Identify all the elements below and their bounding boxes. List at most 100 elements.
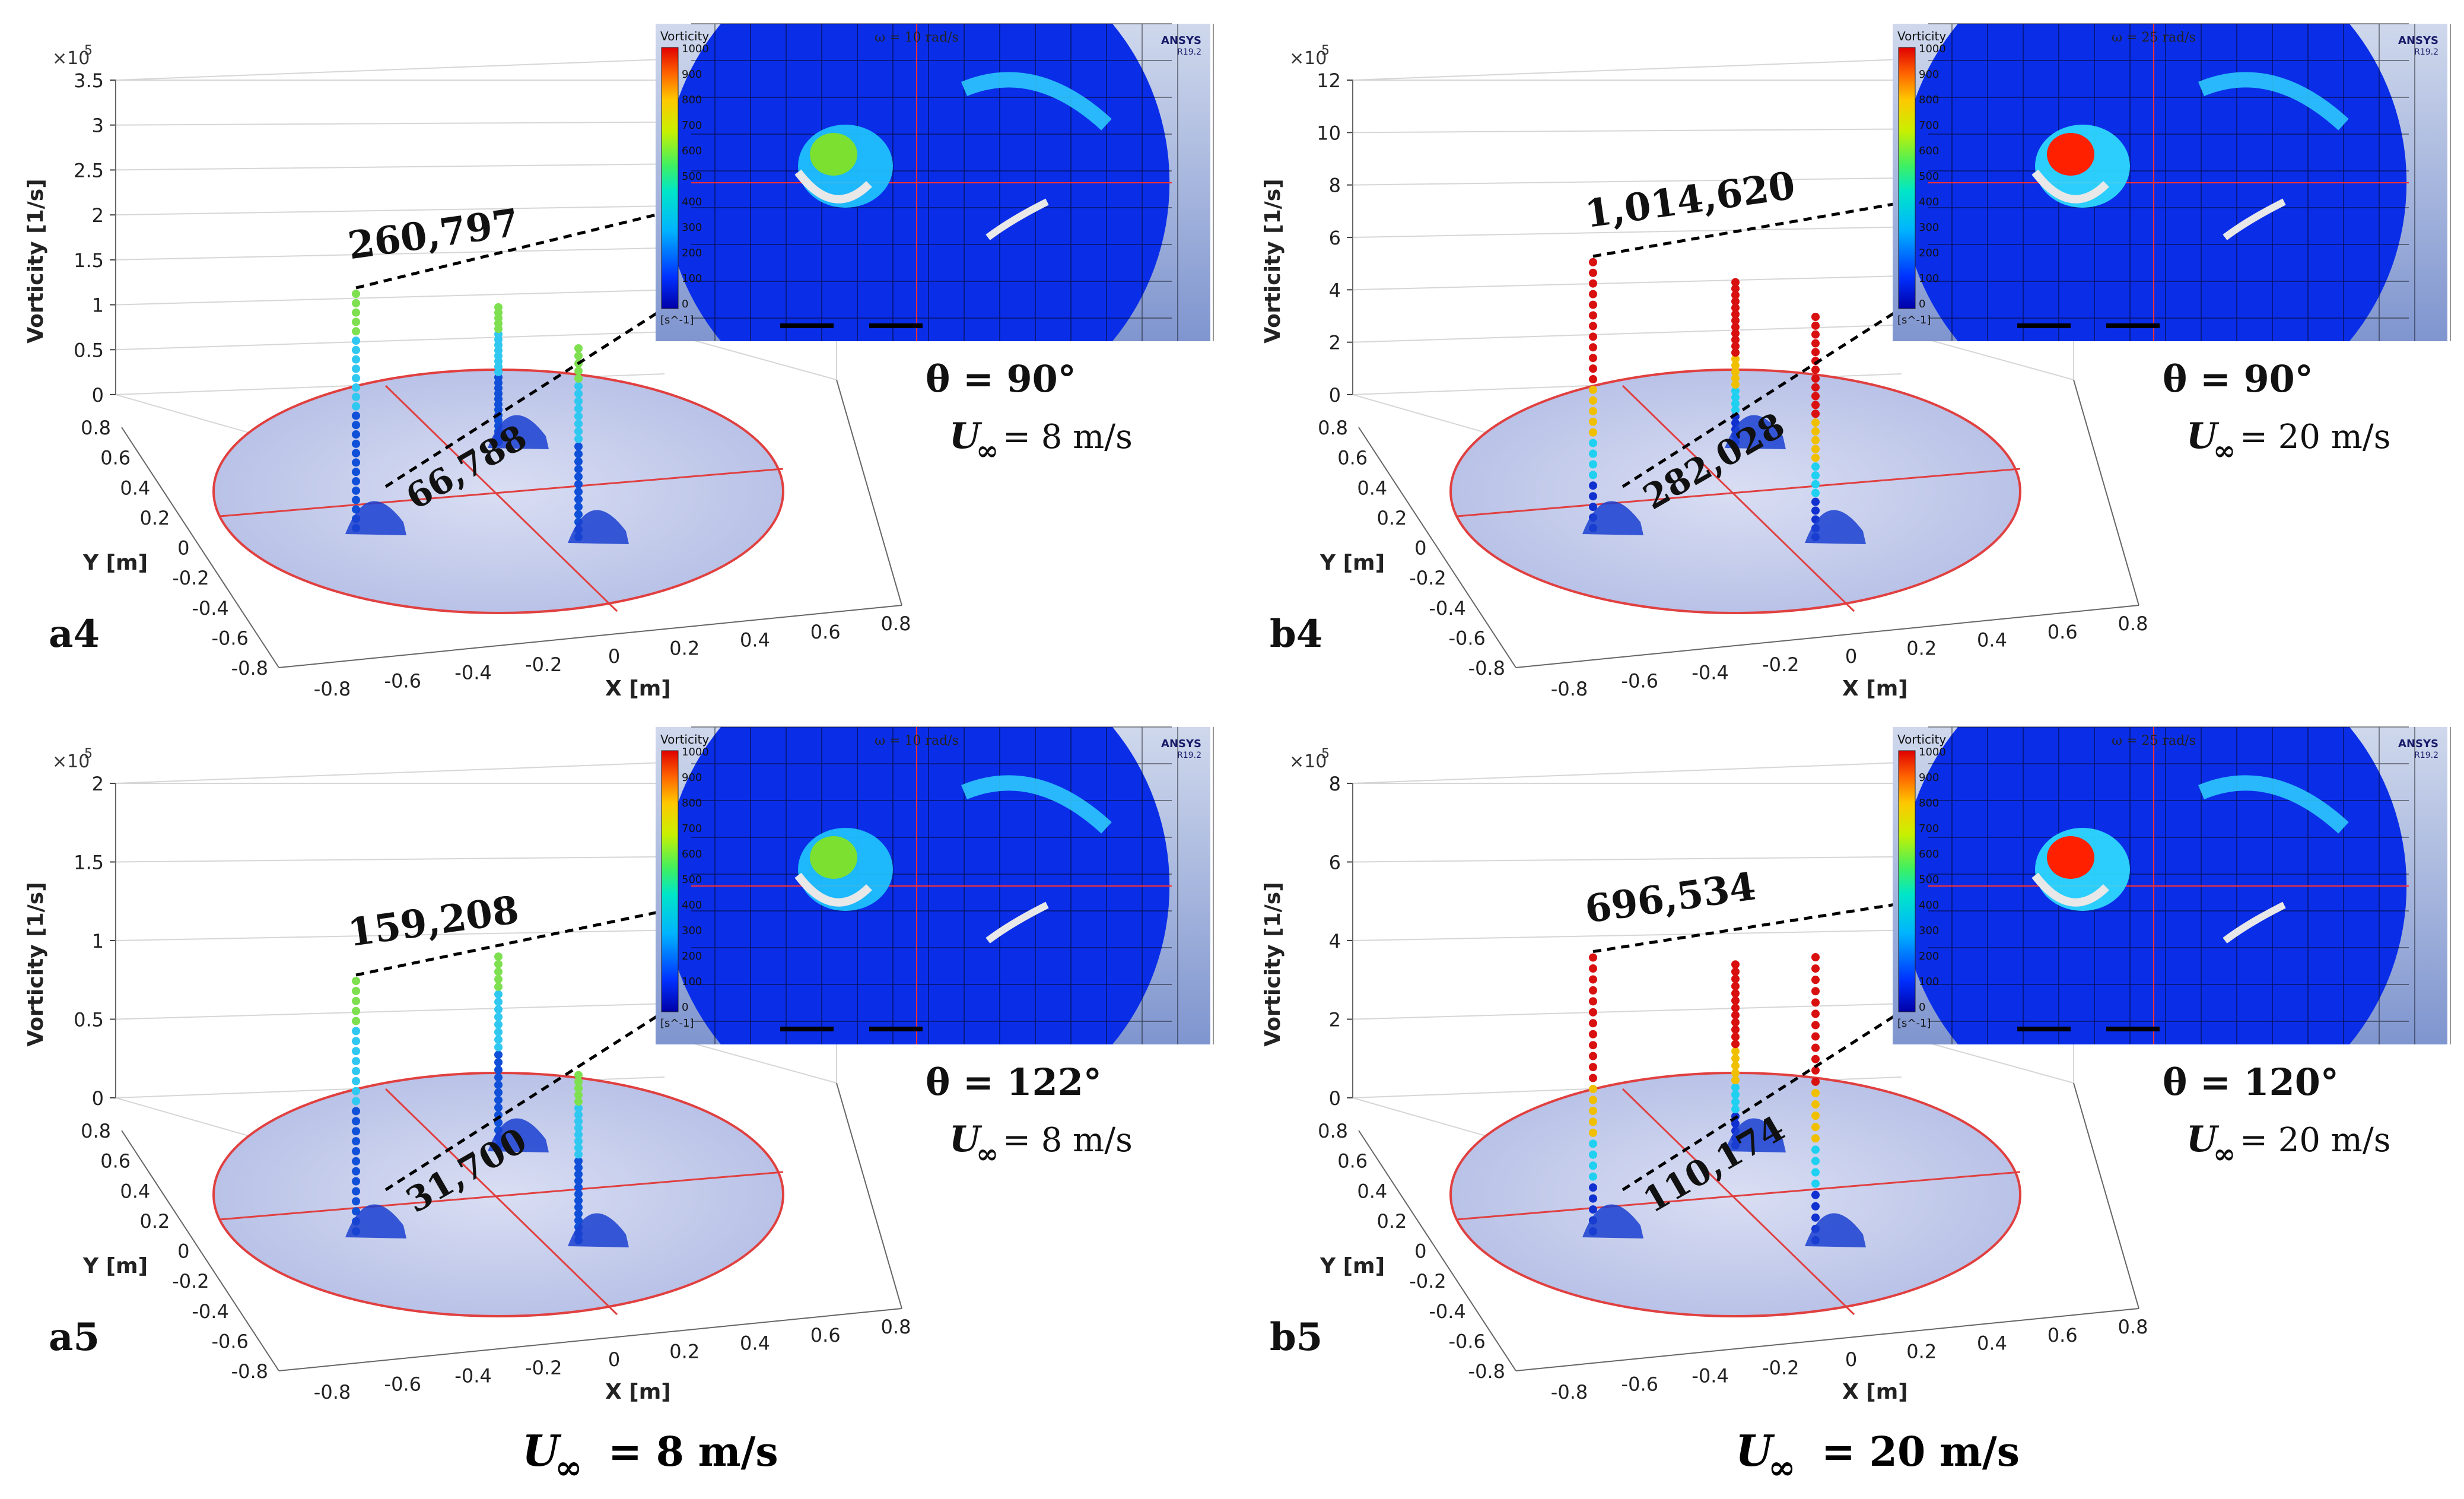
spike-point [352,1197,360,1206]
gridline [115,1003,665,1020]
peak-arrow [355,874,811,977]
spike-point [494,975,503,984]
colorbar-tick: 200 [1919,950,1939,963]
spike-point [1589,1030,1597,1038]
spike-point [1731,297,1740,306]
spike-point [494,1012,503,1021]
z-axis-label: Vorticity [1/s] [1261,179,1285,343]
spike-point [352,449,360,458]
spike-point [574,1196,583,1205]
x-axis-edge [836,379,902,606]
spike-point [574,1163,583,1172]
vorticity-spike [488,303,549,449]
spike-point [1589,492,1597,501]
spike-point [1811,321,1820,330]
spike-point [494,1050,503,1059]
y-tick-label: 0 [1414,537,1426,560]
spike-point [1811,401,1820,409]
x-tick-label: -0.8 [314,678,351,700]
colorbar [661,47,679,309]
blade-section [794,872,872,907]
spike-point [1811,330,1820,339]
spike-point [494,967,503,976]
spike-point [1589,268,1597,277]
spike-point [1811,427,1820,436]
spike-point [1811,462,1820,471]
spike-point [352,1137,360,1146]
spike-point [352,1087,360,1095]
spike-point [1589,396,1597,405]
x-tick-label: -0.2 [525,1357,562,1379]
spike-point [352,298,360,307]
x-tick-label: -0.6 [1622,1373,1658,1395]
spike-point [1589,279,1597,288]
vortex-core [2047,836,2094,879]
z-multiplier-exp: 5 [1321,747,1330,761]
spike-point [1731,982,1740,990]
spike-point [352,411,360,420]
spike-point [1731,291,1740,300]
colorbar-tick: 0 [682,1001,688,1014]
speed-subscript: ∞ [2213,434,2236,466]
x-tick-label: -0.2 [525,653,562,676]
y-tick-label: -0.8 [231,657,268,679]
x-tick-label: 0.8 [881,1316,911,1338]
x-tick-label: -0.2 [1762,1357,1799,1379]
caption-subscript: ∞ [1768,1448,1796,1487]
spike-point [574,1117,583,1126]
spike-point [574,434,583,443]
y-tick-label: 0.6 [1337,1150,1368,1173]
spike-base-contour [1582,501,1643,535]
spike-point [1731,967,1740,976]
wake-streak [2198,775,2349,834]
spike-point [1731,1076,1740,1085]
z-axis-label: Vorticity [1/s] [24,179,48,343]
colorbar-title: Vorticity [660,29,709,43]
z-multiplier: ×105 [52,43,93,69]
z-tick-label: 1 [92,930,104,952]
vorticity-spike [345,977,406,1238]
peak-vorticity-label: 696,534 [1582,864,1759,932]
chart-panel-a4: 0 0.5 1 1.5 2 2.5 3 3.5×105 Vorticity [1/s] 0.8 0.… [24,23,1214,701]
y-tick-label: 0.8 [81,417,111,439]
spike-point [574,404,583,413]
spike-point [352,290,360,298]
spike-point [1811,409,1820,418]
x-tick-label: 0.2 [669,1340,700,1363]
spike-point [494,990,503,999]
x-axis-line [1515,1308,2139,1371]
spike-point [1589,953,1597,962]
x-tick-label: -0.6 [384,669,421,692]
spike-point [1731,1054,1740,1063]
spike-point [1811,1168,1820,1177]
x-tick-label: 0.2 [1906,637,1937,659]
spike-point [1589,449,1597,458]
spike-point [574,472,583,481]
spike-point [352,364,360,373]
colorbar-tick: 800 [1919,94,1939,106]
speed-symbol: U [949,1119,983,1160]
speed-subscript: ∞ [976,434,999,466]
spike-point [494,1028,503,1037]
y-tick-label: 0.4 [1357,477,1387,499]
colorbar-tick: 500 [682,874,702,886]
spike-point [574,1203,583,1212]
colorbar-tick: 100 [682,272,702,285]
spike-point [1731,303,1740,312]
x-axis-label: X [m] [605,1380,671,1404]
x-axis-label: X [m] [1842,1380,1908,1404]
spike-point [1811,339,1820,348]
y-tick-label: 0.2 [1376,507,1407,529]
spike-point [1811,1055,1820,1063]
y-tick-label: -0.4 [192,1300,228,1323]
spike-point [1811,976,1820,984]
spike-point [352,468,360,477]
blade-section [2223,198,2286,240]
theta-label: θ = 90° [2163,357,2313,401]
y-tick-label: -0.4 [1429,1300,1465,1323]
colorbar-tick: 900 [1919,771,1939,784]
vorticity-spike [1582,953,1643,1238]
disc-axis-line [1456,468,2021,517]
spike-point [1731,1119,1740,1128]
